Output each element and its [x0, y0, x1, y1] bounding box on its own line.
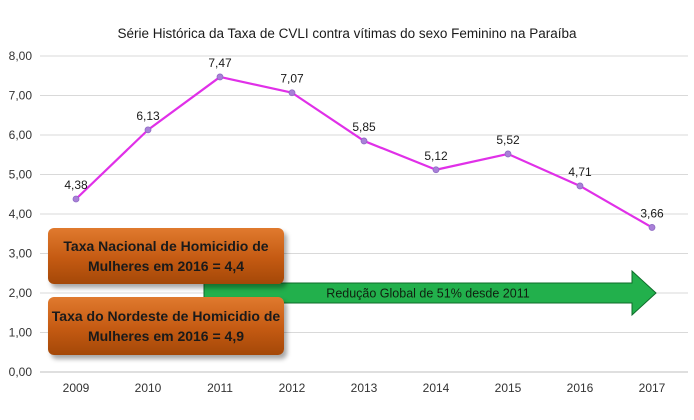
x-tick-label: 2016 — [567, 381, 594, 395]
data-label: 5,12 — [424, 149, 448, 163]
data-point — [504, 150, 512, 158]
y-tick-label: 7,00 — [9, 89, 33, 103]
data-label: 5,85 — [352, 120, 376, 134]
data-point — [72, 195, 80, 203]
y-tick-label: 2,00 — [9, 286, 33, 300]
data-point — [648, 224, 656, 231]
x-tick-label: 2011 — [207, 381, 233, 395]
y-tick-label: 6,00 — [9, 128, 33, 142]
x-tick-label: 2013 — [351, 381, 378, 395]
x-tick-label: 2012 — [279, 381, 306, 395]
x-tick-label: 2010 — [135, 381, 162, 395]
data-point — [432, 166, 440, 174]
data-label: 7,07 — [280, 72, 304, 86]
y-tick-label: 3,00 — [9, 247, 33, 261]
data-label: 3,66 — [640, 206, 664, 220]
x-tick-label: 2015 — [495, 381, 522, 395]
y-tick-label: 4,00 — [9, 207, 33, 221]
x-tick-label: 2009 — [63, 381, 90, 395]
data-point — [360, 137, 368, 145]
data-label: 5,52 — [496, 133, 520, 147]
y-tick-label: 1,00 — [9, 326, 33, 340]
national-rate-callout: Taxa Nacional de Homicidio de Mulheres e… — [48, 228, 284, 284]
chart-title: Série Histórica da Taxa de CVLI contra v… — [118, 26, 577, 41]
reduction-arrow-label: Redução Global de 51% desde 2011 — [326, 287, 529, 301]
y-tick-label: 0,00 — [9, 365, 33, 379]
data-point — [288, 89, 296, 97]
series-line — [75, 75, 653, 229]
data-point — [144, 126, 152, 134]
data-point — [216, 73, 224, 81]
northeast-rate-callout: Taxa do Nordeste de Homicidio de Mulhere… — [48, 297, 284, 355]
data-label: 7,47 — [208, 56, 232, 70]
data-label: 4,38 — [64, 178, 88, 192]
y-tick-label: 8,00 — [9, 49, 33, 63]
data-point — [576, 182, 584, 190]
x-tick-label: 2017 — [639, 381, 666, 395]
x-tick-label: 2014 — [423, 381, 450, 395]
data-label: 4,71 — [568, 165, 592, 179]
data-label: 6,13 — [136, 109, 160, 123]
y-tick-label: 5,00 — [9, 168, 33, 182]
